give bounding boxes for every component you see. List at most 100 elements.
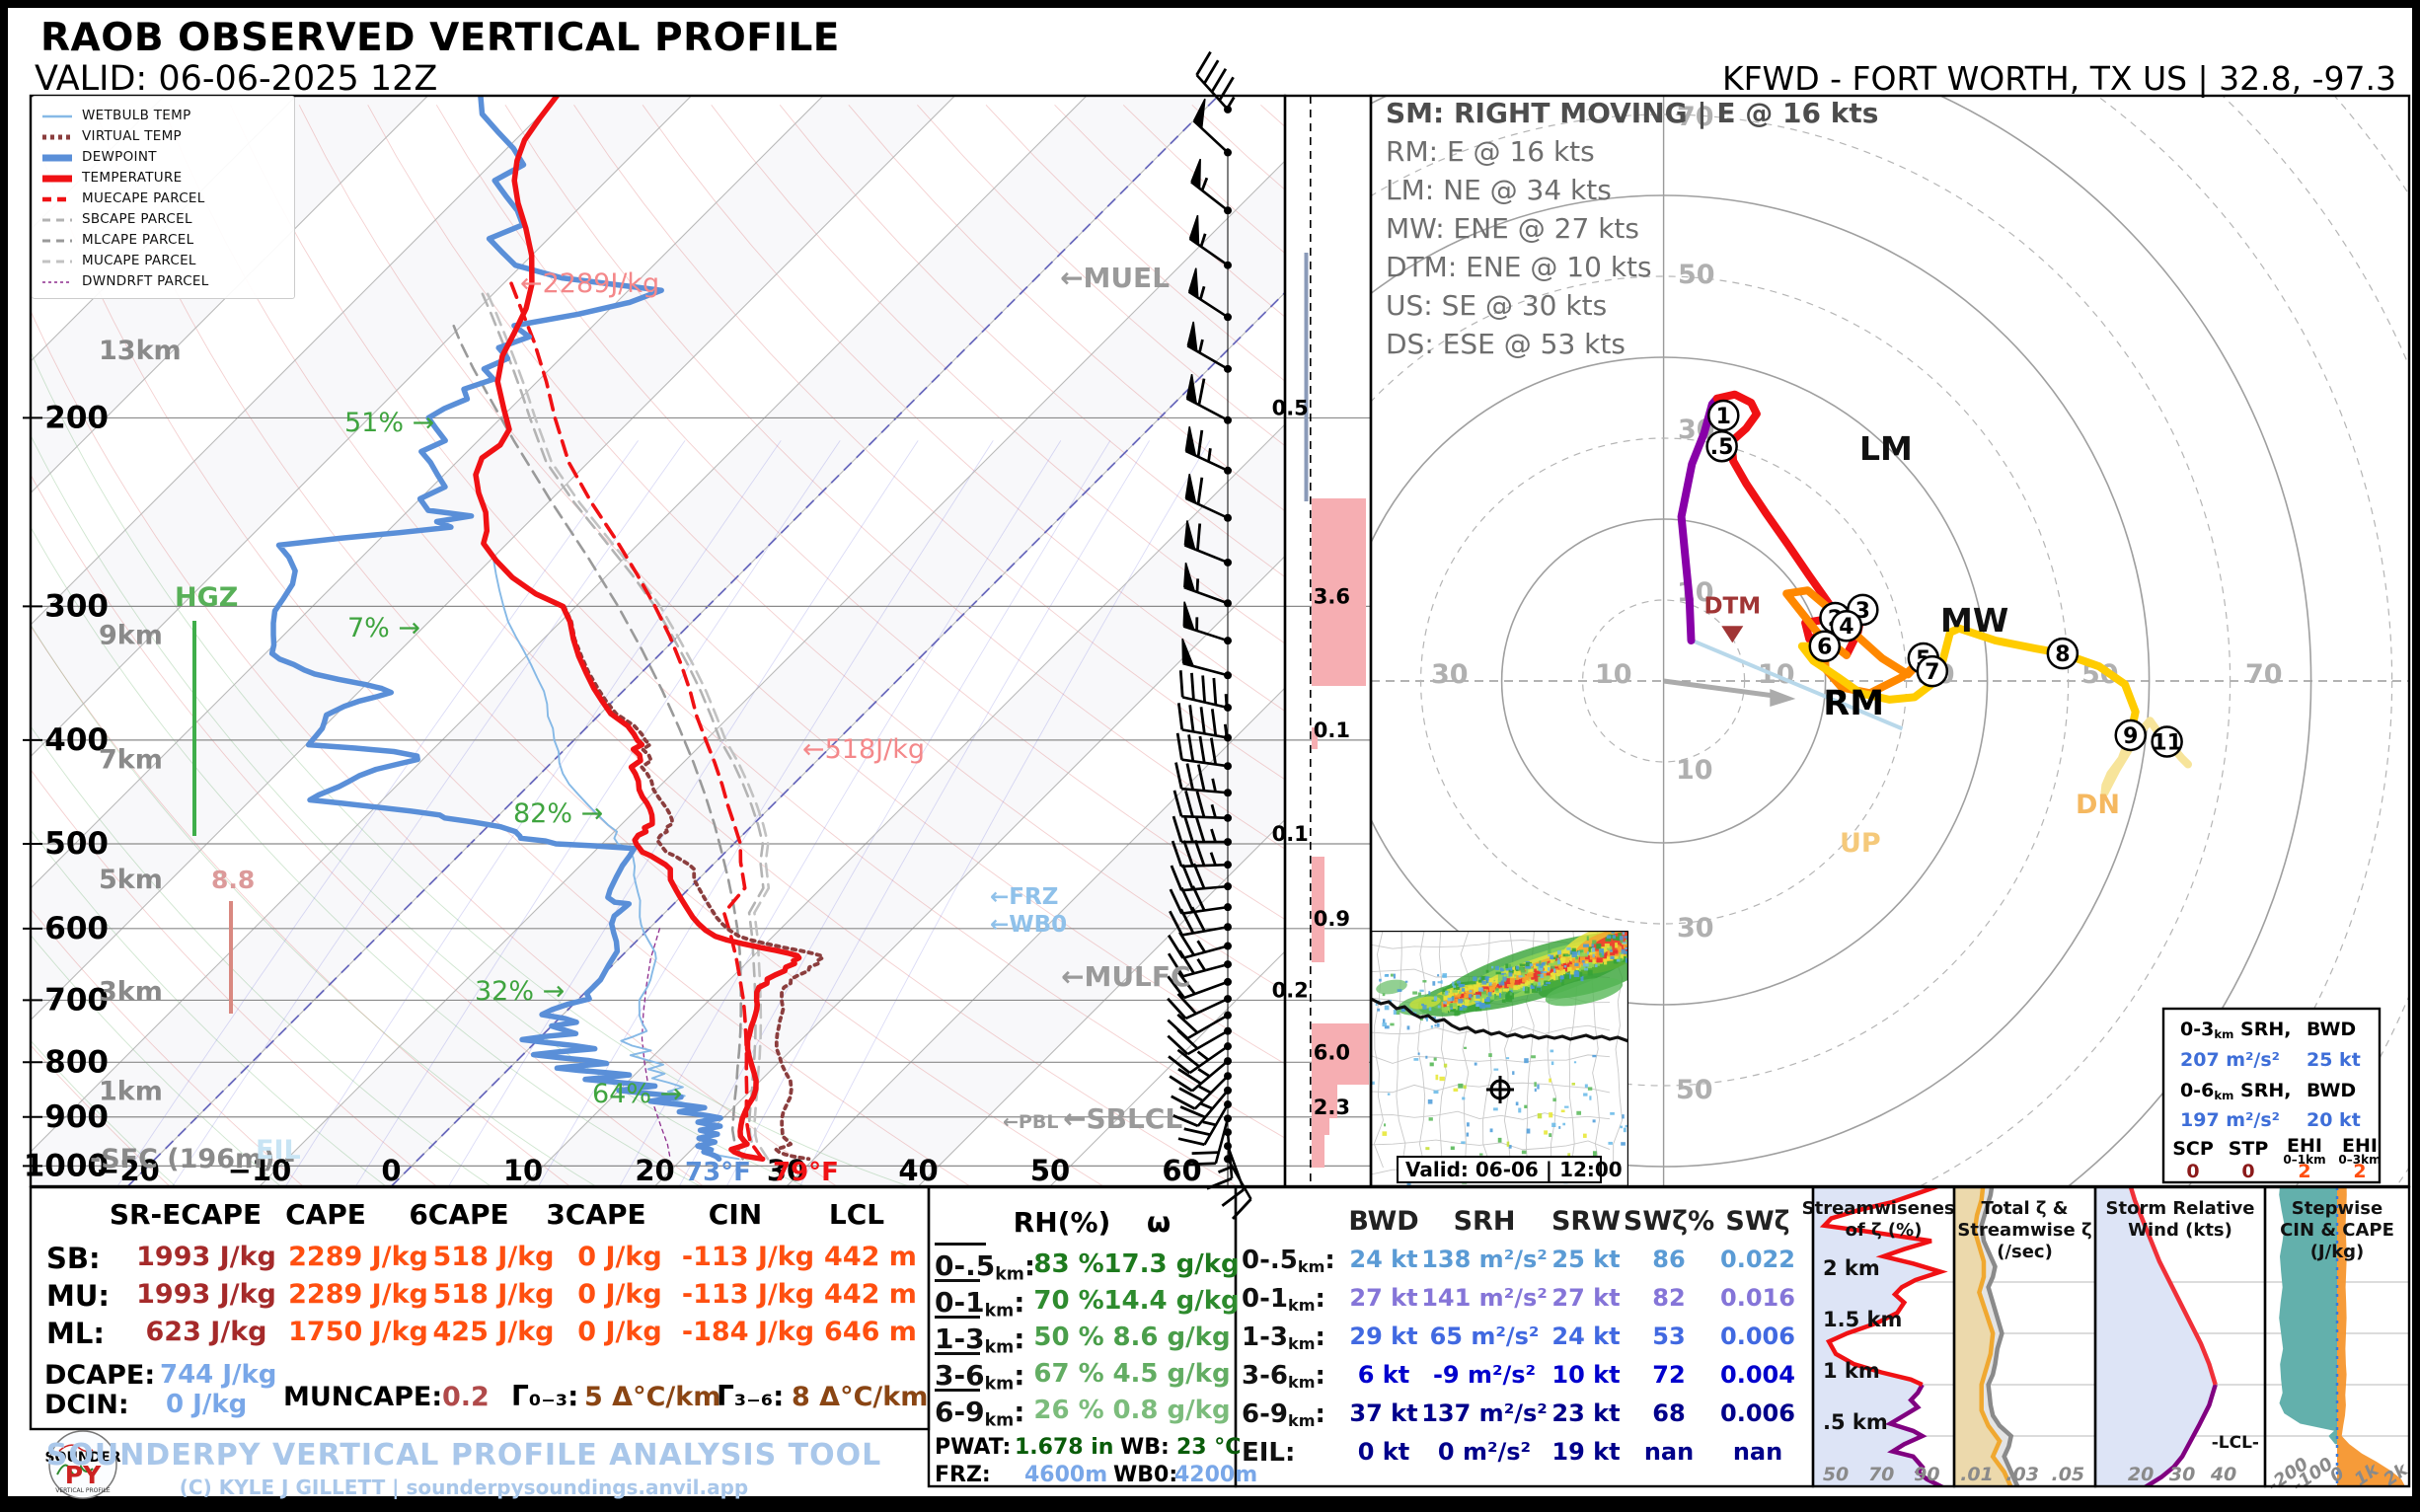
- pressure-tick-label: 200: [44, 400, 109, 435]
- kinematics-value: 137 m²/s²: [1421, 1399, 1548, 1427]
- radar-speckle: [1592, 1054, 1597, 1058]
- stepwise-plot: [2279, 1187, 2405, 1486]
- radar-speckle: [1505, 1057, 1510, 1060]
- radar-texture: [1444, 1000, 1451, 1005]
- radar-speckle: [1501, 982, 1505, 986]
- radar-texture: [1456, 989, 1460, 995]
- radar-speckle: [1531, 1055, 1536, 1059]
- kinematics-value: 27 kt: [1349, 1284, 1418, 1312]
- radar-texture: [1462, 1005, 1468, 1009]
- thermo-value: 2289 J/kg: [288, 1242, 428, 1272]
- kinematics-value: 24 kt: [1349, 1246, 1418, 1273]
- omega-value: 17.3 g/kg: [1103, 1249, 1240, 1279]
- radar-speckle: [1534, 1082, 1537, 1088]
- barb-staff: [1191, 1060, 1229, 1093]
- wb-label: WB:: [1120, 1435, 1170, 1460]
- omega-bar: [1312, 727, 1318, 749]
- radar-speckle: [1537, 1112, 1543, 1119]
- radar-speckle: [1621, 1142, 1626, 1146]
- radar-speckle: [1518, 966, 1523, 971]
- legend-label: WETBULB TEMP: [82, 107, 191, 123]
- dtm-label: DTM: [1703, 593, 1761, 619]
- page-title: RAOB OBSERVED VERTICAL PROFILE: [40, 16, 840, 60]
- omega-value: 8.6 g/kg: [1112, 1323, 1231, 1352]
- radar-speckle: [1419, 1017, 1424, 1021]
- kinematics-value: 0.022: [1720, 1246, 1795, 1273]
- barb-staff: [1184, 449, 1229, 472]
- omega-value: 4.5 g/kg: [1112, 1359, 1231, 1389]
- rh-row-range: 0-1: [935, 1286, 985, 1319]
- mlcape-swatch-icon: [42, 231, 72, 250]
- radar-speckle: [1550, 965, 1555, 969]
- radar-speckle: [1584, 1084, 1588, 1089]
- radar-speckle: [1436, 1022, 1440, 1027]
- kin-row-unit: km: [1287, 1373, 1316, 1393]
- rh-row-range: 3-6: [935, 1359, 985, 1392]
- legend-item-sbcape: SBCAPE PARCEL: [42, 208, 284, 229]
- radar-texture: [1480, 983, 1484, 990]
- radar-speckle: [1372, 1081, 1375, 1085]
- barb-staff: [1180, 863, 1229, 869]
- dry-adiabat: [367, 105, 1285, 992]
- dry-adiabat: [642, 105, 1285, 713]
- radar-speckle: [1447, 997, 1453, 1002]
- ehi3-label: EHI: [2342, 1135, 2378, 1157]
- radar-speckle: [1625, 950, 1628, 954]
- radar-speckle: [1464, 1046, 1468, 1049]
- radar-speckle: [1574, 962, 1579, 967]
- radar-texture: [1620, 952, 1625, 959]
- srh-0-3-header-range: 0-3: [2180, 1019, 2215, 1040]
- logo-circle: [48, 1430, 117, 1499]
- radar-speckle: [1566, 946, 1571, 950]
- radar-speckle: [1393, 1010, 1397, 1016]
- thermo-value: -113 J/kg: [681, 1242, 815, 1272]
- kin-row-colon: :: [1285, 1438, 1296, 1468]
- kinematics-row-label: 3-6km:: [1242, 1361, 1325, 1392]
- small-plot-title: Wind (kts): [2128, 1220, 2232, 1241]
- isotherm-band: [31, 96, 1219, 1186]
- temperature-swatch-icon: [42, 168, 72, 187]
- rh-value: 83 %: [1033, 1249, 1104, 1279]
- radar-texture: [1464, 999, 1470, 1003]
- barb-full: [1188, 705, 1195, 732]
- radar-speckle: [1591, 946, 1596, 952]
- radar-speckle: [1397, 989, 1402, 993]
- kinematics-row-label: 6-9km:: [1242, 1399, 1325, 1430]
- kinematics-value: 138 m²/s²: [1421, 1246, 1548, 1273]
- kinematics-value: 27 kt: [1551, 1284, 1621, 1312]
- storm-motion-line: DTM: ENE @ 10 kts: [1386, 251, 1652, 283]
- radar-texture: [1479, 1003, 1485, 1009]
- radar-speckle: [1452, 985, 1457, 988]
- radar-texture: [1528, 969, 1533, 974]
- dry-adiabat: [435, 105, 1285, 921]
- temp-tick-label: 0: [381, 1154, 401, 1187]
- srh-0-6-header-right: BWD: [2307, 1080, 2357, 1101]
- height-km-label: 13km: [99, 336, 182, 366]
- small-plot-title: of ζ (%): [1846, 1220, 1923, 1241]
- radar-texture: [1441, 1007, 1447, 1013]
- legend-label: VIRTUAL TEMP: [82, 127, 182, 144]
- barb-half: [1198, 1085, 1212, 1095]
- county-line: [1460, 931, 1471, 1169]
- omega-value-label: 0.9: [1314, 907, 1350, 931]
- barb-staff: [1184, 997, 1229, 1021]
- radar-texture: [1550, 954, 1554, 960]
- kin-row-colon: :: [1315, 1361, 1325, 1391]
- radar-speckle: [1589, 1096, 1592, 1100]
- kinematics-header: SRW: [1550, 1206, 1622, 1237]
- rh-annotation: 51% →: [344, 408, 434, 438]
- radar-speckle: [1501, 991, 1507, 995]
- radar-speckle: [1565, 953, 1570, 957]
- radar-speckle: [1529, 963, 1534, 967]
- radar-texture: [1603, 959, 1608, 965]
- radar-texture: [1633, 951, 1636, 955]
- radar-speckle: [1608, 1141, 1613, 1145]
- radar-texture: [1567, 966, 1572, 971]
- radar-speckle: [1559, 975, 1564, 980]
- hodo-ring-label: 10: [1677, 577, 1714, 608]
- srw-1-3km: [2128, 1187, 2218, 1386]
- radar-texture: [1465, 1001, 1469, 1007]
- mucape-swatch-icon: [42, 252, 72, 270]
- radar-speckle: [1384, 974, 1389, 977]
- thermo-value: 442 m: [824, 1242, 917, 1272]
